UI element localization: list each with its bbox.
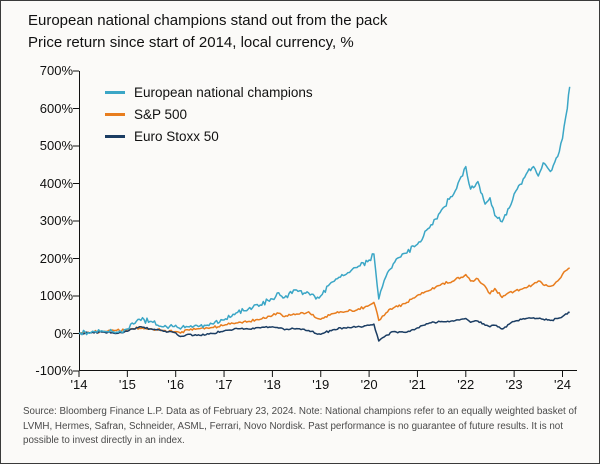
- y-tick-label: 400%: [39, 175, 73, 191]
- x-tick-label: '17: [215, 377, 233, 392]
- x-tick-label: '19: [312, 377, 330, 392]
- legend-swatch: [105, 91, 125, 94]
- y-tick-label: 700%: [39, 63, 73, 78]
- y-tick-label: 0%: [54, 325, 73, 341]
- series-line-1: [78, 267, 570, 335]
- legend: European national champions S&P 500 Euro S…: [105, 85, 313, 144]
- series-line-2: [78, 311, 570, 342]
- y-tick-label: 300%: [39, 213, 73, 228]
- x-tick-label: '14: [70, 377, 88, 392]
- legend-label: European national champions: [134, 85, 313, 100]
- chart-header: European national champions stand out fr…: [1, 1, 599, 54]
- chart-region: 700% 600% 500% 400% 300% 200% 100% 0% -100% '14 '…: [1, 57, 599, 401]
- legend-swatch: [105, 135, 125, 138]
- chart-subtitle: Price return since start of 2014, local …: [28, 33, 354, 51]
- y-tick-label: 100%: [39, 288, 73, 303]
- source-note: Source: Bloomberg Finance L.P. Data as o…: [23, 406, 577, 447]
- series-line-0: [78, 86, 571, 336]
- legend-item-2: Euro Stoxx 50: [105, 129, 313, 144]
- y-tick-label: 500%: [39, 138, 73, 153]
- x-tick-label: '15: [118, 377, 136, 392]
- legend-label: S&P 500: [134, 107, 188, 122]
- chart-title: European national champions stand out fr…: [28, 12, 388, 29]
- legend-swatch: [105, 113, 125, 116]
- x-tick-label: '21: [408, 377, 426, 392]
- plot-svg: [73, 70, 577, 377]
- x-tick-label: '23: [505, 377, 523, 392]
- x-tick-label: '22: [457, 377, 475, 392]
- legend-item-1: S&P 500: [105, 107, 313, 122]
- y-tick-label: -100%: [35, 363, 73, 378]
- x-tick-label: '16: [167, 377, 185, 392]
- y-tick-label: 200%: [39, 250, 73, 266]
- x-tick-label: '20: [360, 377, 378, 392]
- legend-item-0: European national champions: [105, 85, 313, 100]
- y-tick-label: 600%: [39, 100, 73, 116]
- x-tick-label: '24: [554, 377, 571, 392]
- legend-label: Euro Stoxx 50: [134, 129, 219, 144]
- x-tick-label: '18: [263, 377, 281, 392]
